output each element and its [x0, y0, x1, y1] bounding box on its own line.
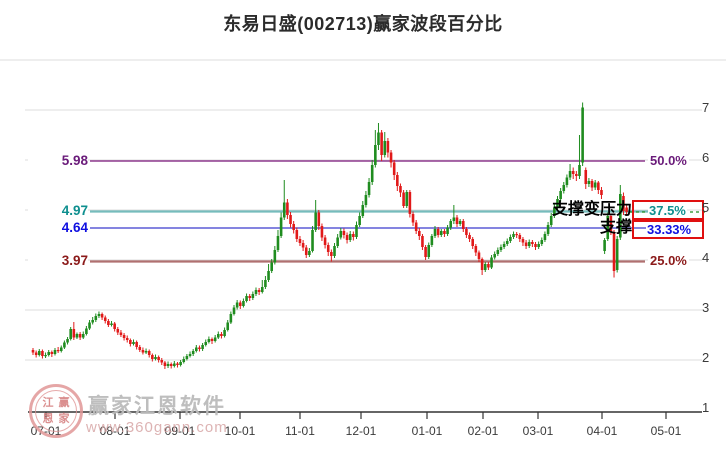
candles-layer — [31, 102, 628, 369]
x-axis — [28, 411, 702, 419]
level-lines — [90, 160, 648, 263]
page-title: 东易日盛(002713)赢家波段百分比 — [223, 14, 503, 34]
